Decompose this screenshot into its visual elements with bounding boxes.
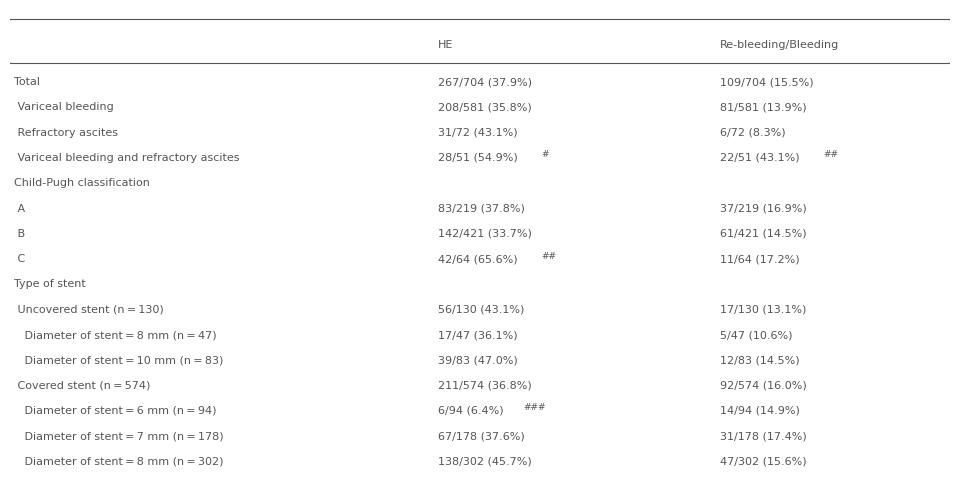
Text: ###: ### <box>523 403 546 413</box>
Text: 47/302 (15.6%): 47/302 (15.6%) <box>720 456 806 467</box>
Text: 6/72 (8.3%): 6/72 (8.3%) <box>720 128 785 138</box>
Text: 17/47 (36.1%): 17/47 (36.1%) <box>438 330 517 340</box>
Text: A: A <box>14 204 25 214</box>
Text: Diameter of stent = 7 mm (n = 178): Diameter of stent = 7 mm (n = 178) <box>14 431 224 441</box>
Text: Diameter of stent = 10 mm (n = 83): Diameter of stent = 10 mm (n = 83) <box>14 355 224 365</box>
Text: Re-bleeding/Bleeding: Re-bleeding/Bleeding <box>720 40 839 50</box>
Text: 109/704 (15.5%): 109/704 (15.5%) <box>720 77 813 87</box>
Text: 22/51 (43.1%): 22/51 (43.1%) <box>720 153 800 163</box>
Text: 17/130 (13.1%): 17/130 (13.1%) <box>720 305 806 315</box>
Text: Covered stent (n = 574): Covered stent (n = 574) <box>14 380 151 391</box>
Text: B: B <box>14 229 25 239</box>
Text: C: C <box>14 254 26 264</box>
Text: 67/178 (37.6%): 67/178 (37.6%) <box>438 431 524 441</box>
Text: 31/178 (17.4%): 31/178 (17.4%) <box>720 431 806 441</box>
Text: 5/47 (10.6%): 5/47 (10.6%) <box>720 330 792 340</box>
Text: 211/574 (36.8%): 211/574 (36.8%) <box>438 380 532 391</box>
Text: 11/64 (17.2%): 11/64 (17.2%) <box>720 254 800 264</box>
Text: 12/83 (14.5%): 12/83 (14.5%) <box>720 355 800 365</box>
Text: Child-Pugh classification: Child-Pugh classification <box>14 178 150 188</box>
Text: HE: HE <box>438 40 453 50</box>
Text: Diameter of stent = 8 mm (n = 302): Diameter of stent = 8 mm (n = 302) <box>14 456 224 467</box>
Text: 61/421 (14.5%): 61/421 (14.5%) <box>720 229 806 239</box>
Text: 208/581 (35.8%): 208/581 (35.8%) <box>438 102 532 112</box>
Text: 42/64 (65.6%): 42/64 (65.6%) <box>438 254 517 264</box>
Text: Refractory ascites: Refractory ascites <box>14 128 118 138</box>
Text: ##: ## <box>541 251 556 261</box>
Text: #: # <box>541 150 549 159</box>
Text: 31/72 (43.1%): 31/72 (43.1%) <box>438 128 517 138</box>
Text: 28/51 (54.9%): 28/51 (54.9%) <box>438 153 517 163</box>
Text: 14/94 (14.9%): 14/94 (14.9%) <box>720 406 800 416</box>
Text: Diameter of stent = 6 mm (n = 94): Diameter of stent = 6 mm (n = 94) <box>14 406 217 416</box>
Text: 138/302 (45.7%): 138/302 (45.7%) <box>438 456 532 467</box>
Text: 267/704 (37.9%): 267/704 (37.9%) <box>438 77 532 87</box>
Text: 39/83 (47.0%): 39/83 (47.0%) <box>438 355 517 365</box>
Text: 56/130 (43.1%): 56/130 (43.1%) <box>438 305 524 315</box>
Text: ##: ## <box>824 150 838 159</box>
Text: Total: Total <box>14 77 40 87</box>
Text: 6/94 (6.4%): 6/94 (6.4%) <box>438 406 503 416</box>
Text: 142/421 (33.7%): 142/421 (33.7%) <box>438 229 532 239</box>
Text: Diameter of stent = 8 mm (n = 47): Diameter of stent = 8 mm (n = 47) <box>14 330 217 340</box>
Text: Uncovered stent (n = 130): Uncovered stent (n = 130) <box>14 305 164 315</box>
Text: 92/574 (16.0%): 92/574 (16.0%) <box>720 380 806 391</box>
Text: 83/219 (37.8%): 83/219 (37.8%) <box>438 204 524 214</box>
Text: Variceal bleeding and refractory ascites: Variceal bleeding and refractory ascites <box>14 153 240 163</box>
Text: Variceal bleeding: Variceal bleeding <box>14 102 114 112</box>
Text: Type of stent: Type of stent <box>14 280 86 290</box>
Text: 81/581 (13.9%): 81/581 (13.9%) <box>720 102 806 112</box>
Text: 37/219 (16.9%): 37/219 (16.9%) <box>720 204 806 214</box>
